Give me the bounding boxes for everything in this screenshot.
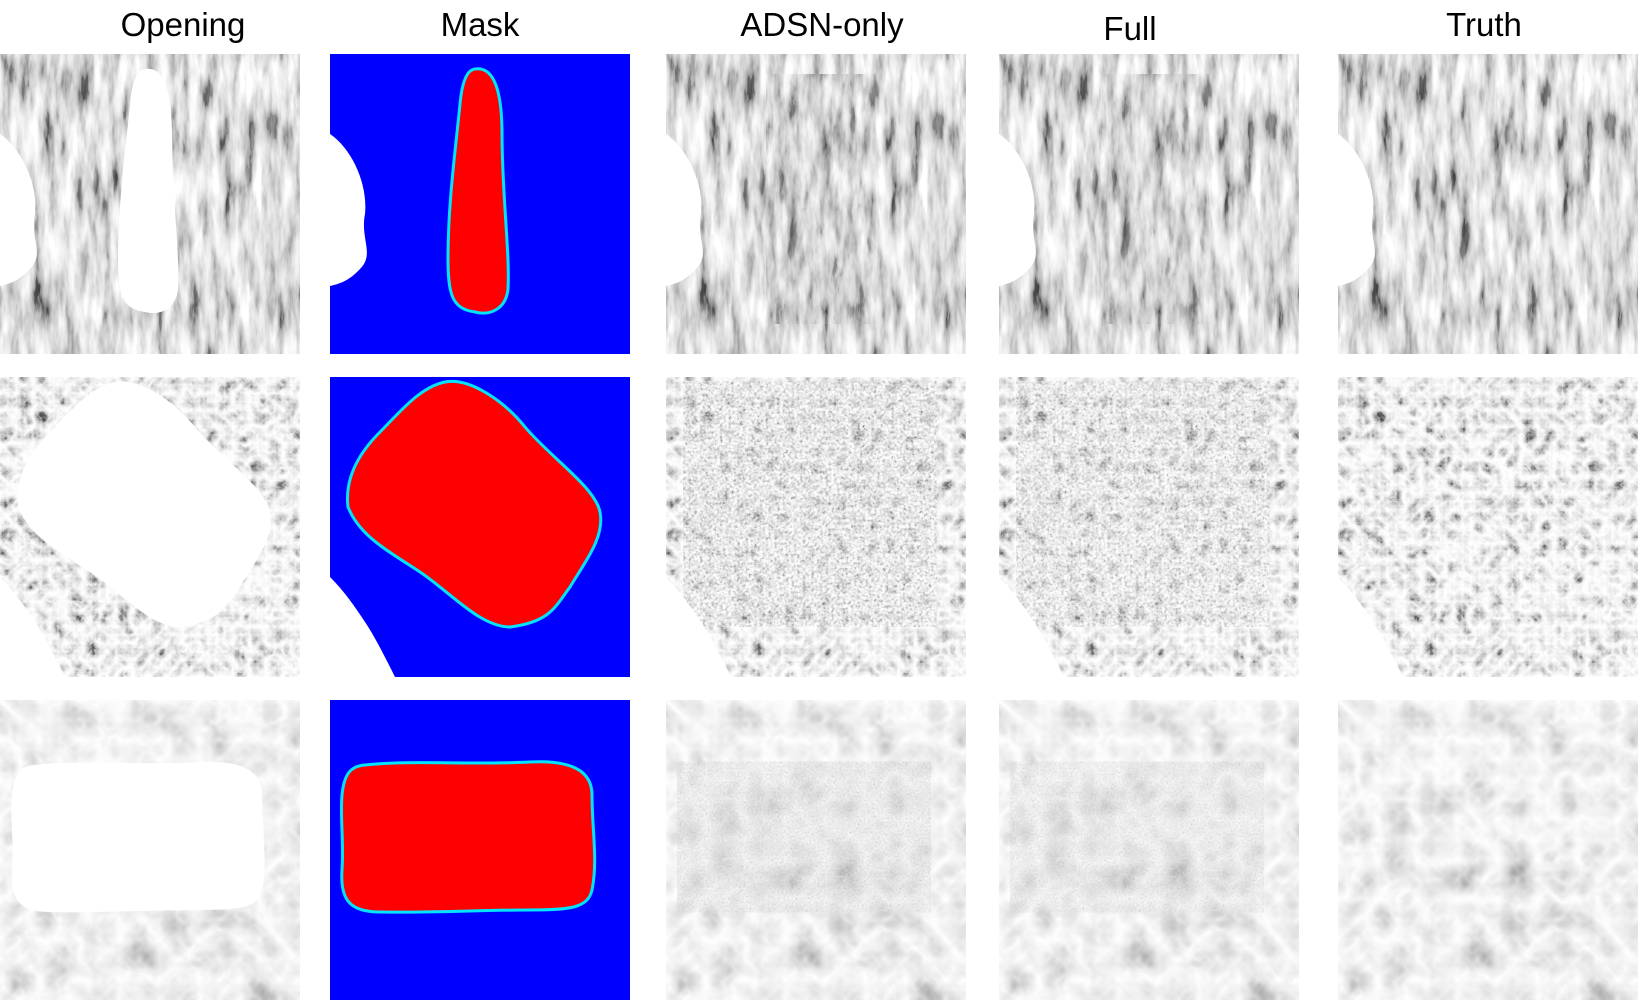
opening-hole	[11, 761, 265, 913]
column-title-opening: Opening	[120, 6, 246, 43]
full-image-bark	[999, 54, 1299, 354]
mask-image-mud	[330, 700, 630, 1000]
opening-image-bark	[0, 54, 300, 354]
truth-image-mud	[1338, 700, 1638, 1000]
column-title-mask: Mask	[440, 6, 520, 43]
column-title-adsn-only: ADSN-only	[740, 6, 904, 43]
opening-hole	[118, 68, 179, 314]
adsn-only-image-bark	[666, 54, 966, 354]
opening-image-mud	[0, 700, 300, 1000]
opening-hole	[0, 134, 37, 286]
opening-image-cracked	[0, 377, 300, 677]
opening-hole	[17, 381, 271, 627]
full-image-mud	[999, 700, 1299, 1000]
truth-image-cracked	[1338, 377, 1638, 677]
mask-image-bark	[330, 54, 630, 354]
column-title-full: Full	[1103, 10, 1157, 47]
full-image-cracked	[999, 377, 1299, 677]
column-title-truth: Truth	[1446, 6, 1522, 43]
adsn-only-image-mud	[666, 700, 966, 1000]
truth-image-bark	[1338, 54, 1638, 354]
adsn-only-image-cracked	[666, 377, 966, 677]
mask-image-cracked	[330, 377, 630, 677]
